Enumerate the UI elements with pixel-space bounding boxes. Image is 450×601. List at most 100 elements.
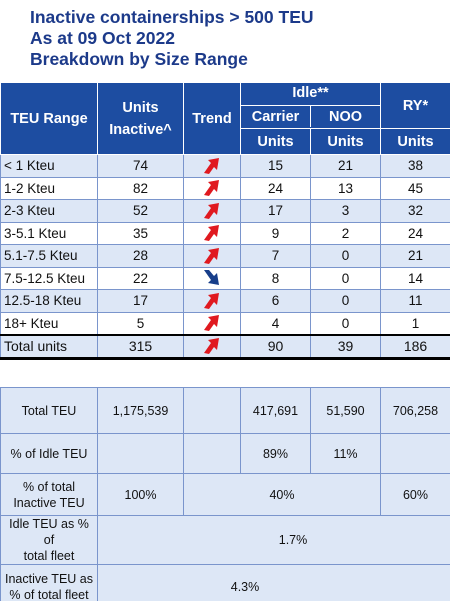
trend-up-arrow-icon <box>201 157 223 175</box>
noo-units-cell: 2 <box>310 221 381 245</box>
summary-total-teu-row: Total TEU 1,175,539 417,691 51,590 706,2… <box>0 387 450 434</box>
title-line-3: Breakdown by Size Range <box>30 49 248 69</box>
ry-units-cell: 14 <box>380 266 450 290</box>
ry-units-cell: 11 <box>380 289 450 313</box>
table-row: 3-5.1 Kteu 35 9 2 24 <box>0 221 450 245</box>
total-label: Total units <box>0 333 98 360</box>
summary-pct-inactive-row: % of total Inactive TEU 100% 40% 60% <box>0 473 450 516</box>
noo-units-cell: 0 <box>310 244 381 268</box>
ry-units-cell: 38 <box>380 154 450 178</box>
inactive-fleet-value: 4.3% <box>97 564 450 601</box>
units-inactive-cell: 35 <box>97 221 184 245</box>
noo-units-cell: 0 <box>310 311 381 335</box>
header-trend: Trend <box>183 82 241 155</box>
trend-cell <box>183 244 241 268</box>
trend-up-arrow-icon <box>201 314 223 332</box>
title-line-1: Inactive containerships > 500 TEU <box>30 7 314 27</box>
header-ry: RY* <box>380 82 450 129</box>
trend-up-arrow-icon <box>201 224 223 242</box>
total-carrier: 90 <box>240 333 311 360</box>
ry-units-cell: 32 <box>380 199 450 223</box>
header-row-2: Units Units Units <box>1 128 450 155</box>
trend-up-arrow-icon <box>201 179 223 197</box>
header-teu-range: TEU Range <box>0 82 98 155</box>
trend-cell <box>183 289 241 313</box>
pct-idle-noo: 11% <box>310 433 381 474</box>
header-units-inactive: Units Inactive^ <box>97 82 184 155</box>
header-idle: Idle** Carrier NOO <box>240 82 381 129</box>
teu-range-cell: < 1 Kteu <box>0 154 98 178</box>
trend-up-arrow-icon <box>201 247 223 265</box>
total-inactive: 315 <box>97 333 184 360</box>
ry-units-cell: 1 <box>380 311 450 335</box>
carrier-units-cell: 24 <box>240 176 311 200</box>
units-inactive-cell: 28 <box>97 244 184 268</box>
table-row: 5.1-7.5 Kteu 28 7 0 21 <box>0 244 450 268</box>
table-row: 7.5-12.5 Kteu 22 8 0 14 <box>0 266 450 290</box>
units-inactive-cell: 17 <box>97 289 184 313</box>
data-rows: < 1 Kteu 74 15 21 38 1-2 Kteu 82 24 13 45 2-3 Kteu… <box>0 154 450 335</box>
pct-inactive-value: 100% <box>97 473 184 516</box>
units-inactive-cell: 22 <box>97 266 184 290</box>
noo-units-cell: 0 <box>310 266 381 290</box>
ry-units-cell: 21 <box>380 244 450 268</box>
summary-table: Total TEU 1,175,539 417,691 51,590 706,2… <box>0 387 450 601</box>
units-inactive-cell: 5 <box>97 311 184 335</box>
trend-cell <box>183 311 241 335</box>
carrier-units-cell: 17 <box>240 199 311 223</box>
total-trend <box>183 333 241 360</box>
ry-units-cell: 45 <box>380 176 450 200</box>
inactive-fleet-label: Inactive TEU as% of total fleet <box>0 564 98 601</box>
header-units-ry: Units <box>380 128 450 155</box>
total-row: Total units 315 90 39 186 <box>0 333 450 360</box>
noo-units-cell: 3 <box>310 199 381 223</box>
total-teu-inactive: 1,175,539 <box>97 387 184 434</box>
noo-units-cell: 13 <box>310 176 381 200</box>
summary-pct-idle-row: % of Idle TEU 89% 11% <box>0 433 450 474</box>
carrier-units-cell: 4 <box>240 311 311 335</box>
total-noo: 39 <box>310 333 381 360</box>
noo-units-cell: 0 <box>310 289 381 313</box>
trend-down-arrow-icon <box>201 269 223 287</box>
pct-inactive-idle: 40% <box>183 473 381 516</box>
table-row: 18+ Kteu 5 4 0 1 <box>0 311 450 335</box>
teu-range-cell: 5.1-7.5 Kteu <box>0 244 98 268</box>
total-teu-carrier: 417,691 <box>240 387 311 434</box>
units-inactive-cell: 52 <box>97 199 184 223</box>
trend-up-arrow-icon <box>201 292 223 310</box>
breakdown-table: TEU Range Units Inactive^ Trend Idle** Ca… <box>0 82 450 360</box>
trend-cell <box>183 154 241 178</box>
pct-inactive-ry: 60% <box>380 473 450 516</box>
trend-up-arrow-icon <box>201 202 223 220</box>
title-line-2: As at 09 Oct 2022 <box>30 28 175 48</box>
teu-range-cell: 1-2 Kteu <box>0 176 98 200</box>
idle-fleet-label: Idle TEU as % of total fleet <box>0 515 98 565</box>
units-inactive-cell: 82 <box>97 176 184 200</box>
carrier-units-cell: 15 <box>240 154 311 178</box>
total-teu-label: Total TEU <box>0 387 98 434</box>
teu-range-cell: 2-3 Kteu <box>0 199 98 223</box>
table-row: 2-3 Kteu 52 17 3 32 <box>0 199 450 223</box>
noo-units-cell: 21 <box>310 154 381 178</box>
header-units-noo: Units <box>310 128 381 155</box>
carrier-units-cell: 8 <box>240 266 311 290</box>
pct-idle-label: % of Idle TEU <box>0 433 98 474</box>
total-teu-ry: 706,258 <box>380 387 450 434</box>
teu-range-cell: 3-5.1 Kteu <box>0 221 98 245</box>
trend-up-arrow-icon <box>201 337 223 355</box>
teu-range-cell: 18+ Kteu <box>0 311 98 335</box>
header-carrier: Carrier <box>241 106 311 127</box>
teu-range-cell: 7.5-12.5 Kteu <box>0 266 98 290</box>
report-title: Inactive containerships > 500 TEU As at … <box>30 7 314 70</box>
total-teu-noo: 51,590 <box>310 387 381 434</box>
summary-idle-fleet-row: Idle TEU as % of total fleet 1.7% <box>0 515 450 565</box>
trend-cell <box>183 266 241 290</box>
trend-cell <box>183 199 241 223</box>
table-row: < 1 Kteu 74 15 21 38 <box>0 154 450 178</box>
table-row: 12.5-18 Kteu 17 6 0 11 <box>0 289 450 313</box>
idle-fleet-value: 1.7% <box>97 515 450 565</box>
ry-units-cell: 24 <box>380 221 450 245</box>
header-row-1: TEU Range Units Inactive^ Trend Idle** Ca… <box>0 82 450 155</box>
carrier-units-cell: 9 <box>240 221 311 245</box>
carrier-units-cell: 7 <box>240 244 311 268</box>
